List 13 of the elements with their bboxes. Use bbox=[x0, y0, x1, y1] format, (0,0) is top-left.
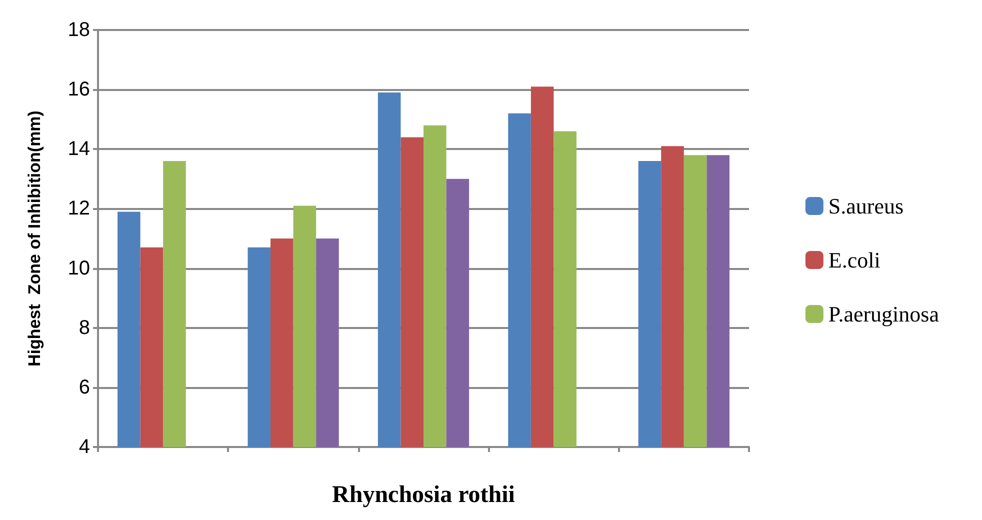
y-tick-label: 16 bbox=[68, 78, 90, 101]
x-axis-title: Rhynchosia rothii bbox=[332, 482, 516, 508]
legend-label: S.aureus bbox=[828, 194, 904, 218]
y-tick-label: 10 bbox=[68, 257, 90, 280]
legend-label: P.aeruginosa bbox=[828, 302, 940, 326]
y-tick-label: 18 bbox=[68, 19, 90, 41]
y-tick-label: 8 bbox=[78, 316, 90, 339]
y-tick-label: 4 bbox=[78, 436, 90, 458]
legend-label: E.coli bbox=[828, 248, 880, 272]
y-axis-title: Highest Zone of Inhibition(mm) bbox=[25, 110, 44, 366]
y-tick-label: 6 bbox=[78, 376, 90, 398]
y-tick-label: 12 bbox=[68, 198, 90, 220]
y-tick-label: 14 bbox=[68, 138, 90, 160]
